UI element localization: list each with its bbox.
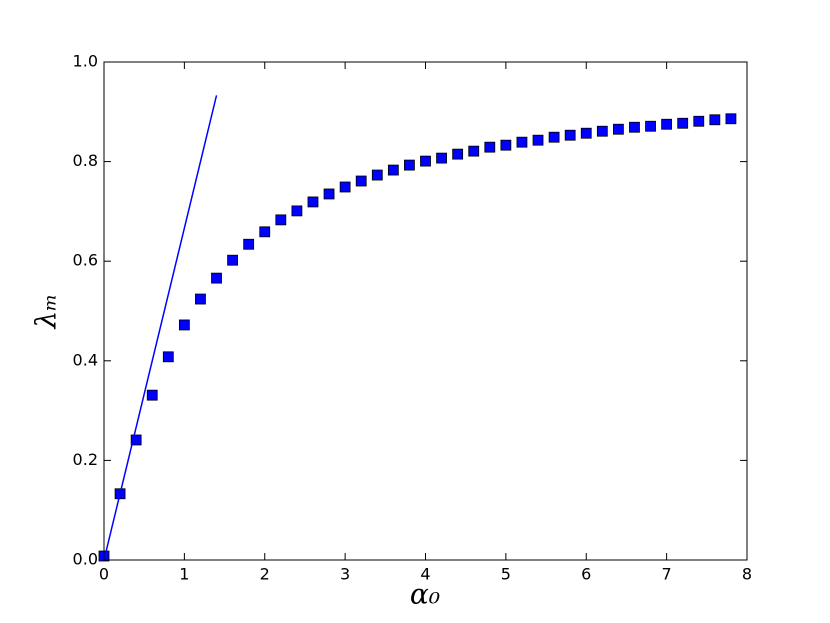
x-tick-label: 0 bbox=[99, 565, 109, 584]
square-marker bbox=[580, 127, 592, 139]
square-marker bbox=[420, 155, 431, 167]
x-tick-label: 7 bbox=[662, 565, 672, 584]
square-marker bbox=[532, 134, 544, 146]
square-marker bbox=[645, 120, 656, 132]
square-marker bbox=[468, 145, 480, 157]
square-marker bbox=[596, 125, 608, 137]
square-marker bbox=[146, 389, 158, 401]
square-marker bbox=[323, 188, 335, 200]
plot-frame bbox=[103, 61, 748, 561]
square-marker bbox=[130, 434, 142, 446]
x-tick-label: 2 bbox=[260, 565, 270, 584]
x-tick-label: 1 bbox=[179, 565, 189, 584]
square-marker bbox=[243, 238, 255, 250]
square-marker bbox=[275, 214, 287, 226]
x-tick-label: 3 bbox=[340, 565, 350, 584]
square-marker bbox=[387, 164, 399, 176]
y-tick-label: 0.6 bbox=[73, 251, 98, 270]
square-marker bbox=[516, 136, 528, 148]
square-marker bbox=[339, 181, 351, 193]
y-tick-label: 1.0 bbox=[73, 52, 98, 71]
square-marker bbox=[709, 114, 721, 126]
x-tick-label: 8 bbox=[742, 565, 752, 584]
square-marker bbox=[178, 319, 190, 331]
y-tick-label: 0.0 bbox=[73, 550, 98, 569]
square-marker bbox=[259, 226, 271, 238]
x-tick-label: 6 bbox=[581, 565, 591, 584]
square-marker bbox=[162, 351, 174, 363]
square-marker bbox=[484, 141, 496, 153]
square-marker bbox=[291, 205, 303, 217]
square-marker bbox=[371, 169, 383, 181]
square-marker bbox=[613, 123, 624, 135]
square-marker bbox=[548, 131, 560, 143]
square-marker bbox=[500, 139, 512, 151]
x-axis-label: α₀ bbox=[410, 578, 440, 611]
square-marker bbox=[436, 152, 447, 164]
x-tick-label: 5 bbox=[501, 565, 511, 584]
square-marker bbox=[227, 254, 239, 266]
y-tick-label: 0.4 bbox=[73, 350, 98, 369]
square-marker bbox=[693, 115, 705, 127]
x-tick-label: 4 bbox=[420, 565, 430, 584]
square-marker bbox=[355, 175, 367, 187]
square-marker bbox=[629, 121, 640, 133]
line bbox=[103, 95, 218, 561]
square-marker bbox=[677, 117, 689, 129]
square-marker bbox=[404, 159, 415, 171]
square-marker bbox=[452, 148, 464, 160]
square-marker bbox=[307, 196, 319, 208]
square-marker bbox=[661, 118, 673, 130]
square-marker bbox=[211, 272, 222, 284]
square-marker bbox=[195, 293, 206, 305]
y-tick-label: 0.2 bbox=[73, 450, 98, 469]
square-marker bbox=[725, 113, 737, 125]
y-axis-label: λₘ bbox=[30, 294, 63, 330]
y-tick-label: 0.8 bbox=[73, 151, 98, 170]
square-marker bbox=[564, 129, 576, 141]
